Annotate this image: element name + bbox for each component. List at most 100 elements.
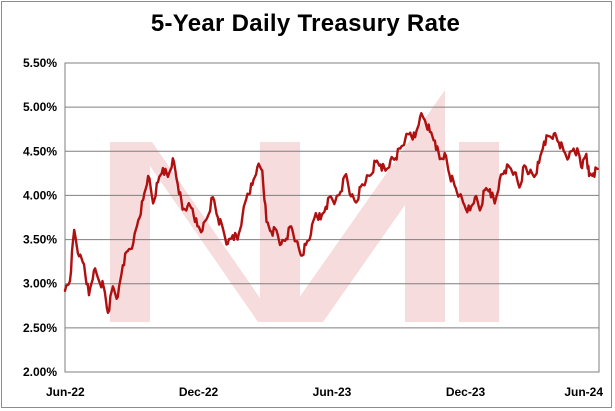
data-point [73,229,76,231]
data-point [488,188,491,191]
data-point [137,219,140,222]
data-point [231,234,234,237]
data-point [429,131,431,133]
data-point [350,195,352,198]
data-point [562,150,565,153]
data-point [186,205,189,207]
data-point [508,166,511,169]
data-point [241,214,244,217]
data-point [479,209,481,212]
data-point [280,243,283,245]
data-point [78,255,80,258]
data-point [543,140,545,143]
data-point [171,157,174,160]
data-point [374,161,377,163]
data-point [553,132,555,135]
data-point [212,196,214,199]
data-point [369,174,372,177]
data-point [394,157,397,160]
data-point [404,138,407,140]
data-point [310,233,312,236]
data-point [528,172,531,175]
data-point [438,158,441,161]
data-point [523,164,526,167]
data-point [364,180,367,183]
data-point [246,192,249,195]
data-point [474,196,476,199]
watermark-letter-a [282,90,445,322]
data-point [236,238,239,241]
x-tick-label: Jun-24 [564,385,603,399]
data-point [126,250,129,252]
data-point [345,173,347,176]
data-point [300,254,302,257]
data-point [157,181,159,184]
data-point [513,171,516,174]
plot-area [64,62,600,373]
data-point [256,166,259,169]
data-point [443,152,446,155]
data-point [399,147,402,150]
data-point [458,194,461,197]
data-point [201,229,204,232]
data-point [329,195,332,198]
data-point [181,208,184,211]
data-point [596,168,599,170]
data-point [107,311,109,314]
data-point [339,191,342,193]
data-point [121,264,124,267]
watermark-letter-i [459,142,499,322]
y-tick-label: 5.50% [23,56,57,70]
data-point [577,152,580,155]
data-point [434,139,436,142]
chart-title: 5-Year Daily Treasury Rate [150,10,461,37]
data-point [419,116,421,118]
data-point [167,176,169,178]
y-tick-label: 4.50% [23,144,57,158]
data-point [548,135,550,138]
y-axis-ticks: 2.00% 2.50% 3.00% 3.50% 4.00% 4.50% 5.00% 5.50% [23,56,57,379]
data-point [132,242,135,245]
data-point [206,216,209,219]
data-point [290,225,292,228]
series-layer [63,112,599,314]
data-point [469,209,471,212]
data-point [384,169,387,172]
data-point [196,225,199,228]
data-point [324,206,327,208]
data-point [112,285,114,288]
data-point [226,243,229,245]
data-point [69,280,71,282]
data-point [305,244,307,246]
data-point [463,204,466,207]
data-point [448,174,451,177]
data-point [275,229,278,231]
data-point [93,269,95,272]
data-point [251,183,254,186]
data-point [389,159,392,162]
data-point [97,279,100,282]
data-point [102,286,105,289]
x-tick-label: Dec-22 [179,385,219,399]
data-point [261,169,264,172]
data-point [424,119,426,122]
data-point [538,161,540,164]
data-point [533,176,536,178]
y-tick-label: 2.50% [23,321,57,335]
data-point [585,153,588,155]
x-axis-ticks: Jun-22 Dec-22 Jun-23 Dec-23 Jun-24 [46,385,603,399]
data-point [319,218,322,221]
data-point [83,263,85,266]
data-point [453,184,456,187]
data-point [503,169,506,172]
series-line [63,112,599,314]
data-point [334,199,337,202]
data-point [217,216,219,219]
data-point [592,172,595,175]
data-point [414,136,416,139]
data-point [285,237,288,240]
logo-watermark [110,90,499,322]
data-point [518,186,521,189]
x-tick-label: Dec-23 [446,385,486,399]
